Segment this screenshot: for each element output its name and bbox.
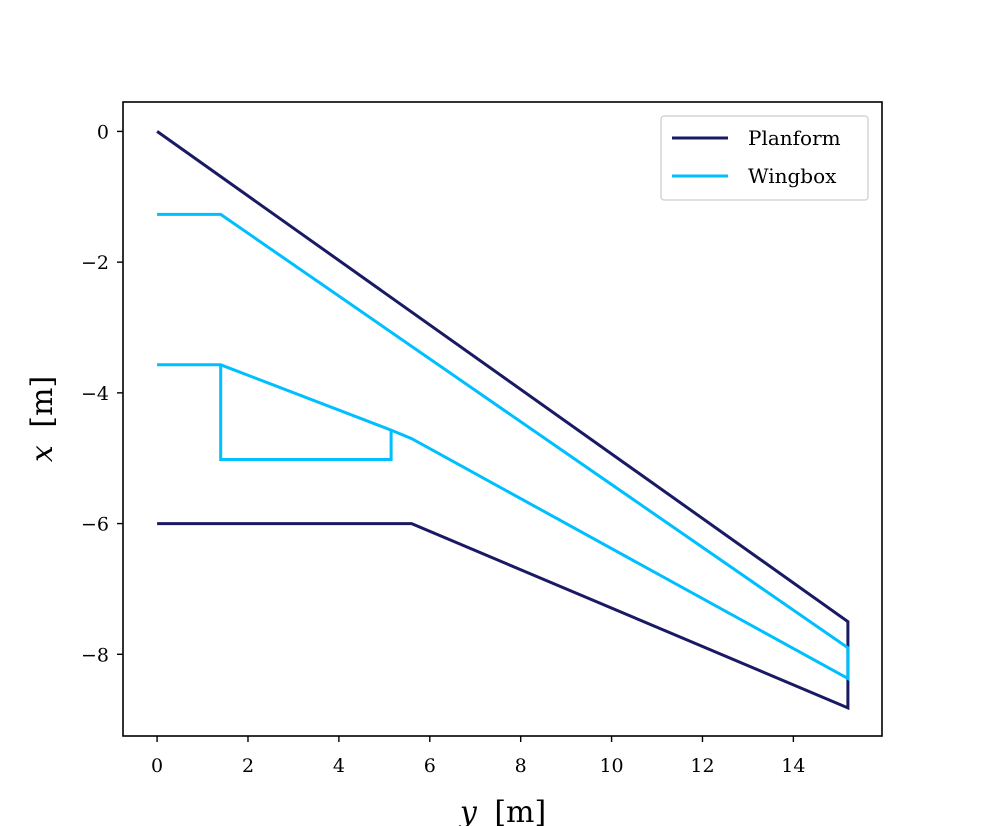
series-layer xyxy=(156,130,850,711)
y-tick-label: −6 xyxy=(81,514,109,536)
y-tick-label: −2 xyxy=(81,252,109,274)
series-line-wingbox-0 xyxy=(157,212,850,682)
x-tick-label: 4 xyxy=(333,755,345,777)
y-tick-label: −8 xyxy=(81,644,109,666)
x-tick-label: 10 xyxy=(599,755,623,777)
x-tick-label: 12 xyxy=(690,755,714,777)
x-tick-label: 0 xyxy=(151,755,163,777)
plot-frame xyxy=(122,101,883,737)
x-tick-label: 14 xyxy=(781,755,805,777)
x-axis-unit: [m] xyxy=(494,795,546,826)
y-tick-label: −4 xyxy=(81,383,109,405)
x-tick-label: 6 xyxy=(424,755,436,777)
series-line-wingbox-1 xyxy=(219,364,393,461)
x-tick-label: 8 xyxy=(515,755,527,777)
legend: Planform Wingbox xyxy=(660,115,869,201)
x-axis-variable: y xyxy=(458,795,478,826)
y-axis-variable: x xyxy=(25,445,60,462)
x-axis-label: y [m] xyxy=(458,795,546,826)
series-line-planform-0 xyxy=(156,130,850,711)
ticks-layer: 0 2 4 6 8 10 12 14 0 −2 −4 −6 −8 xyxy=(81,121,805,777)
x-tick-label: 2 xyxy=(242,755,254,777)
legend-label-wingbox: Wingbox xyxy=(748,164,837,188)
y-axis-unit: [m] xyxy=(25,376,60,428)
y-tick-label: 0 xyxy=(97,121,109,143)
y-axis-label: x [m] xyxy=(25,376,60,462)
legend-label-planform: Planform xyxy=(748,126,841,150)
